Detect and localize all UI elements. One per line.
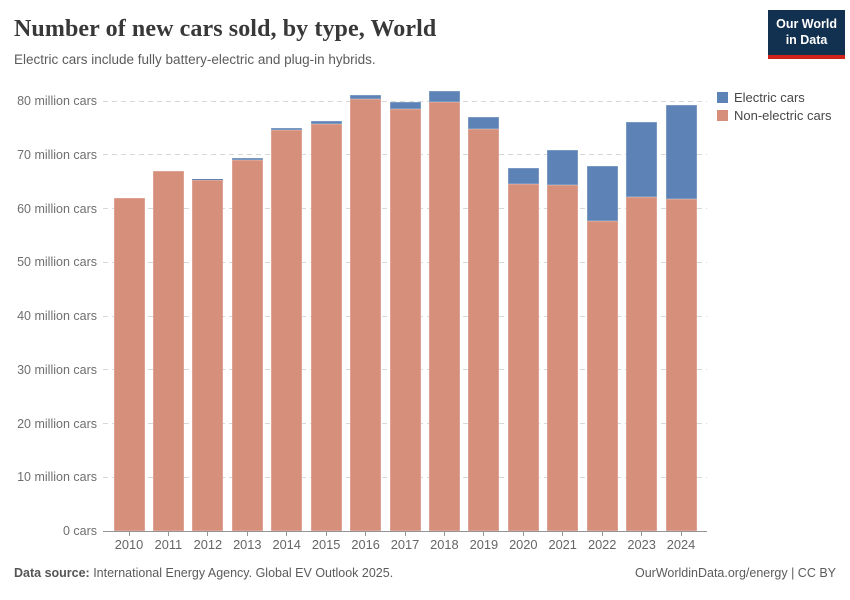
x-axis-label-2021: 2021 — [548, 537, 577, 552]
y-axis-tick-label: 0 cars — [62, 524, 97, 538]
bar-non-electric-2015 — [310, 123, 342, 531]
bar-electric-2023 — [626, 122, 658, 197]
footer-source-text: International Energy Agency. Global EV O… — [89, 566, 394, 580]
bar-non-electric-2010 — [113, 197, 145, 532]
bar-non-electric-2022 — [586, 221, 618, 531]
legend-label: Non-electric cars — [734, 107, 832, 123]
y-axis-tick-label: 50 million cars — [17, 255, 97, 270]
y-axis-tick-label: 20 million cars — [17, 416, 97, 431]
y-axis-tick-label: 30 million cars — [17, 362, 97, 377]
bar-electric-2017 — [389, 102, 421, 109]
bar-non-electric-2011 — [152, 171, 184, 531]
x-axis-tick — [562, 531, 564, 536]
x-axis-label-2017: 2017 — [390, 537, 420, 552]
x-axis-label-2016: 2016 — [351, 537, 380, 552]
x-axis-label-2015: 2015 — [311, 537, 341, 552]
bar-non-electric-2024 — [665, 198, 697, 531]
footer-source: Data source: International Energy Agency… — [14, 566, 393, 580]
x-axis-tick — [128, 531, 130, 536]
y-axis-tick-label: 60 million cars — [17, 201, 97, 216]
bar-electric-2013 — [231, 158, 263, 160]
x-axis-label-2022: 2022 — [587, 537, 617, 552]
x-axis-label-2024: 2024 — [666, 537, 696, 552]
legend-item-non-electric: Non-electric cars — [717, 106, 832, 124]
gridline-80m — [103, 100, 707, 102]
bar-electric-2012 — [192, 178, 224, 180]
bar-electric-2016 — [350, 94, 382, 99]
x-axis-tick — [680, 531, 682, 536]
x-axis-tick — [246, 531, 248, 536]
chart-subtitle: Electric cars include fully battery-elec… — [14, 52, 376, 67]
owid-logo-line2: in Data — [785, 33, 828, 48]
legend-item-electric: Electric cars — [717, 88, 832, 106]
legend-swatch-icon — [717, 109, 728, 121]
y-axis-tick-label: 70 million cars — [17, 147, 97, 162]
x-axis-tick — [641, 531, 643, 536]
bar-non-electric-2018 — [428, 101, 460, 531]
owid-logo: Our World in Data — [768, 10, 845, 59]
footer: Data source: International Energy Agency… — [0, 566, 850, 580]
bar-non-electric-2012 — [192, 179, 224, 531]
x-axis-tick — [483, 531, 485, 536]
x-axis-tick — [601, 531, 603, 536]
x-axis-tick — [207, 531, 209, 536]
x-axis-label-2014: 2014 — [272, 537, 301, 552]
bar-electric-2014 — [271, 128, 303, 130]
bar-electric-2022 — [586, 166, 618, 222]
x-axis-tick — [522, 531, 524, 536]
bar-non-electric-2017 — [389, 108, 421, 531]
x-axis-tick — [404, 531, 406, 536]
footer-source-label: Data source: — [14, 566, 90, 580]
bar-non-electric-2023 — [626, 196, 658, 531]
x-axis-label-2018: 2018 — [430, 537, 459, 552]
bar-electric-2019 — [468, 117, 500, 129]
bar-non-electric-2021 — [547, 185, 579, 531]
x-axis-label-2013: 2013 — [233, 537, 262, 552]
legend-swatch-icon — [717, 91, 728, 103]
x-axis-tick — [325, 531, 327, 536]
x-axis-tick — [365, 531, 367, 536]
footer-attribution: OurWorldinData.org/energy | CC BY — [634, 566, 836, 580]
y-axis-tick-label: 80 million cars — [17, 94, 97, 108]
bar-non-electric-2020 — [507, 183, 539, 531]
x-axis-label-2020: 2020 — [509, 537, 538, 552]
legend: Electric cars Non-electric cars — [717, 88, 832, 124]
x-axis-label-2023: 2023 — [627, 537, 656, 552]
x-axis-tick — [286, 531, 288, 536]
bar-non-electric-2016 — [350, 98, 382, 531]
chart-title: Number of new cars sold, by type, World — [14, 16, 437, 42]
bar-non-electric-2014 — [271, 130, 303, 531]
x-axis-tick — [167, 531, 169, 536]
bar-electric-2018 — [428, 90, 460, 102]
x-axis-label-2019: 2019 — [469, 537, 499, 552]
bar-electric-2015 — [310, 120, 342, 124]
legend-label: Electric cars — [734, 89, 805, 105]
bar-non-electric-2019 — [468, 128, 500, 531]
bar-electric-2020 — [507, 167, 539, 184]
y-axis-tick-label: 10 million cars — [17, 470, 97, 485]
bar-electric-2021 — [547, 149, 579, 186]
x-axis-tick — [443, 531, 445, 536]
x-axis-label-2010: 2010 — [114, 537, 144, 552]
owid-logo-line1: Our World — [776, 17, 837, 31]
bar-non-electric-2013 — [231, 159, 263, 531]
bar-electric-2024 — [665, 104, 697, 199]
x-axis-label-2011: 2011 — [154, 537, 183, 552]
y-axis-tick-label: 40 million cars — [17, 309, 97, 323]
x-axis-label-2012: 2012 — [193, 537, 223, 552]
